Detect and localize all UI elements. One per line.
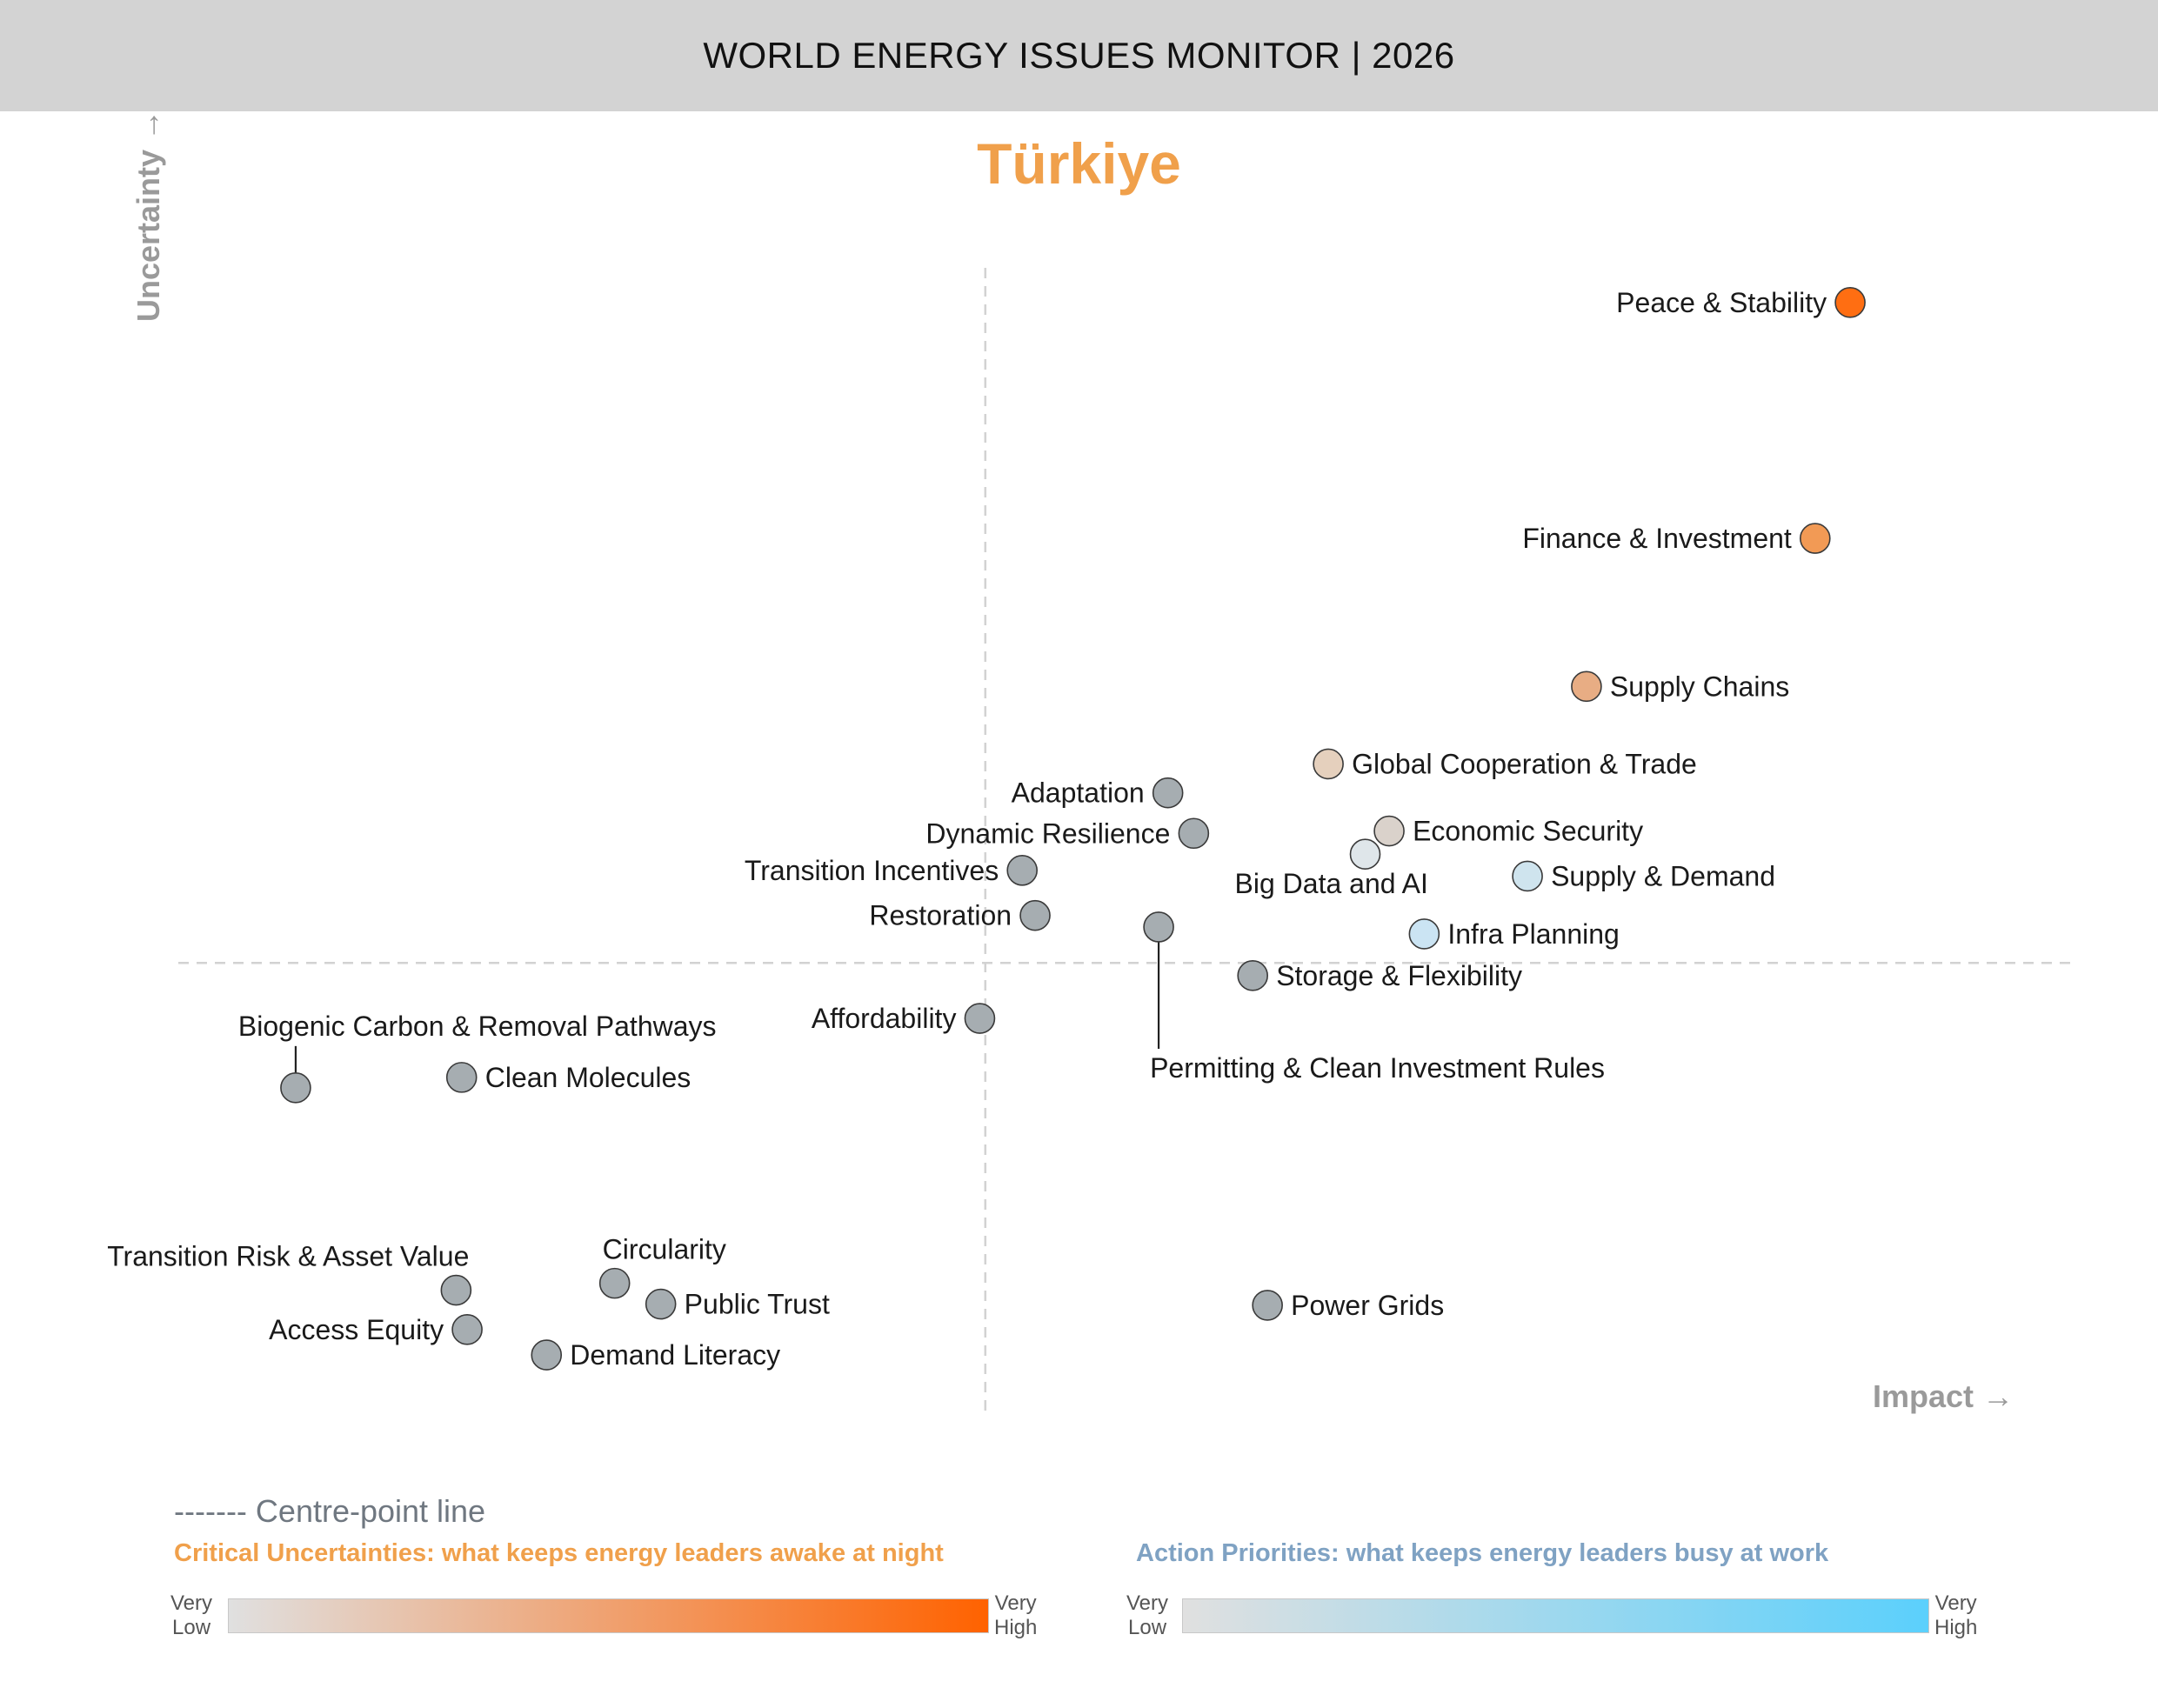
label-public-trust: Public Trust — [685, 1289, 830, 1320]
point-access-equity — [451, 1314, 483, 1345]
country-title: Türkiye — [977, 131, 1181, 196]
label-peace-and-stability: Peace & Stability — [1616, 287, 1827, 318]
point-public-trust — [645, 1288, 677, 1320]
point-supply-and-demand — [1512, 860, 1543, 892]
label-storage-and-flexibility: Storage & Flexibility — [1276, 960, 1522, 991]
uncertainty-scale-low-label: Very Low — [170, 1591, 213, 1639]
point-transition-risk-and-asset-value — [440, 1274, 472, 1306]
priority-color-scale — [1182, 1598, 1929, 1633]
label-access-equity: Access Equity — [269, 1314, 444, 1345]
priority-scale-high-label: Very High — [1934, 1591, 1978, 1639]
label-affordability: Affordability — [812, 1003, 957, 1034]
label-global-cooperation-and-trade: Global Cooperation & Trade — [1352, 748, 1697, 779]
header-bar: WORLD ENERGY ISSUES MONITOR | 2026 — [0, 0, 2158, 111]
label-infra-planning: Infra Planning — [1447, 918, 1619, 950]
point-supply-chains — [1571, 671, 1602, 703]
label-transition-risk-and-asset-value: Transition Risk & Asset Value — [107, 1241, 469, 1272]
point-dynamic-resilience — [1178, 817, 1210, 850]
label-supply-and-demand: Supply & Demand — [1551, 860, 1775, 891]
point-infra-planning — [1408, 918, 1440, 950]
label-finance-and-investment: Finance & Investment — [1522, 523, 1792, 554]
priority-scale-low-label: Very Low — [1126, 1591, 1169, 1639]
point-big-data-and-ai — [1349, 838, 1381, 870]
point-permitting-and-clean-investment-rules — [1143, 911, 1174, 943]
label-permitting-and-clean-investment-rules: Permitting & Clean Investment Rules — [1150, 1052, 1605, 1084]
uncertainty-scale-high-label: Very High — [994, 1591, 1038, 1639]
label-restoration: Restoration — [869, 900, 1012, 931]
label-economic-security: Economic Security — [1413, 816, 1643, 847]
point-adaptation — [1152, 777, 1184, 809]
label-supply-chains: Supply Chains — [1610, 671, 1789, 702]
label-big-data-and-ai: Big Data and AI — [1235, 868, 1428, 899]
point-storage-and-flexibility — [1237, 960, 1268, 991]
point-transition-incentives — [1006, 855, 1038, 886]
x-axis-label: Impact → — [1873, 1378, 2014, 1414]
point-biogenic-carbon-and-removal-pathways — [280, 1072, 311, 1104]
label-demand-literacy: Demand Literacy — [570, 1339, 780, 1371]
point-clean-molecules — [445, 1062, 478, 1093]
point-global-cooperation-and-trade — [1313, 748, 1344, 780]
point-power-grids — [1252, 1290, 1283, 1321]
label-adaptation: Adaptation — [1012, 777, 1145, 809]
y-axis-label: Uncertainty → — [130, 110, 166, 322]
point-finance-and-investment — [1800, 523, 1831, 554]
point-restoration — [1019, 899, 1051, 931]
label-circularity: Circularity — [603, 1234, 726, 1265]
point-demand-literacy — [531, 1339, 563, 1371]
report-title: WORLD ENERGY ISSUES MONITOR | 2026 — [703, 35, 1455, 76]
label-transition-incentives: Transition Incentives — [745, 855, 999, 886]
uncertainty-color-scale — [228, 1598, 989, 1633]
centre-line-legend: ------- Centre-point line — [174, 1493, 486, 1529]
point-economic-security — [1373, 815, 1405, 847]
label-dynamic-resilience: Dynamic Resilience — [925, 817, 1170, 849]
critical-uncertainties-title: Critical Uncertainties: what keeps energ… — [174, 1539, 944, 1567]
label-biogenic-carbon-and-removal-pathways: Biogenic Carbon & Removal Pathways — [238, 1011, 717, 1042]
point-circularity — [598, 1267, 631, 1299]
point-affordability — [964, 1003, 996, 1034]
action-priorities-title: Action Priorities: what keeps energy lea… — [1136, 1539, 1829, 1567]
point-peace-and-stability — [1834, 286, 1866, 318]
label-clean-molecules: Clean Molecules — [485, 1062, 691, 1093]
label-power-grids: Power Grids — [1291, 1290, 1444, 1321]
